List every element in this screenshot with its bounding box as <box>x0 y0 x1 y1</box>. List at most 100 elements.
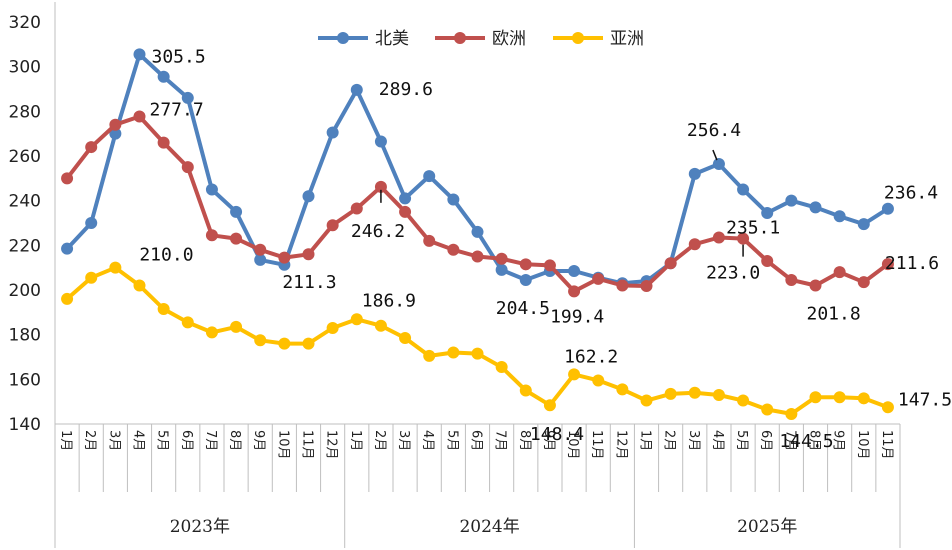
x-tick-label: 9月 <box>541 430 556 451</box>
data-point <box>688 238 701 251</box>
data-point <box>326 126 339 139</box>
data-point <box>302 190 315 203</box>
data-point <box>833 210 846 223</box>
y-tick-label: 180 <box>9 326 41 346</box>
x-tick-label: 8月 <box>227 430 242 451</box>
data-point <box>302 337 315 350</box>
data-point <box>109 127 122 140</box>
x-tick-label: 5月 <box>155 430 170 451</box>
leader-line <box>712 149 718 161</box>
data-point <box>157 136 170 149</box>
data-label: 199.4 <box>550 306 604 327</box>
data-point <box>133 110 146 123</box>
data-point <box>519 384 532 397</box>
data-point <box>881 401 894 414</box>
x-tick-label: 12月 <box>324 430 339 460</box>
data-label: 201.8 <box>807 304 861 325</box>
data-point <box>181 91 194 104</box>
legend-label: 欧洲 <box>492 29 526 49</box>
data-point <box>85 217 98 229</box>
data-point <box>737 394 750 407</box>
data-point <box>230 205 243 218</box>
data-point <box>471 250 484 263</box>
x-tick-label: 11月 <box>300 430 315 460</box>
series-line-2 <box>65 265 889 416</box>
x-tick-label: 6月 <box>179 430 194 451</box>
x-tick-label: 4月 <box>131 430 146 451</box>
data-point <box>133 48 146 61</box>
data-label: 246.2 <box>351 221 405 242</box>
x-tick-label: 7月 <box>493 430 508 451</box>
data-point <box>616 279 629 292</box>
data-point <box>664 387 677 400</box>
x-tick-label: 2月 <box>82 430 97 451</box>
x-tick-label: 1月 <box>58 430 73 451</box>
data-point <box>278 251 291 264</box>
data-label: 162.2 <box>564 346 618 367</box>
data-label: 277.7 <box>150 99 204 120</box>
data-point <box>857 218 870 231</box>
data-point <box>881 258 894 271</box>
data-point <box>809 201 822 214</box>
x-tick-label: 11月 <box>879 430 894 460</box>
data-point <box>61 292 74 305</box>
data-point <box>350 202 363 215</box>
data-point <box>230 320 243 333</box>
data-point <box>85 141 98 154</box>
data-point <box>399 192 412 205</box>
data-point <box>688 386 701 399</box>
data-point <box>833 266 846 279</box>
data-point <box>495 263 508 276</box>
data-point <box>423 234 436 247</box>
data-point <box>374 135 387 148</box>
y-tick-label: 320 <box>9 13 41 33</box>
data-point <box>181 161 194 174</box>
year-label: 2024年 <box>459 517 519 537</box>
data-point <box>809 279 822 292</box>
x-tick-label: 5月 <box>444 430 459 451</box>
legend: 北美 欧洲 亚洲 <box>318 29 644 49</box>
data-label: 211.3 <box>282 272 336 293</box>
data-label: 305.5 <box>152 46 206 67</box>
data-point <box>254 253 267 266</box>
x-tick-label: 7月 <box>782 430 797 451</box>
data-point <box>857 276 870 289</box>
data-label: 204.5 <box>496 298 550 319</box>
series-layer <box>61 48 894 420</box>
data-point <box>447 243 460 256</box>
x-tick-label: 10月 <box>565 430 580 460</box>
data-point <box>374 180 387 193</box>
data-point <box>205 229 218 242</box>
data-point <box>616 383 629 396</box>
legend-marker <box>337 32 349 44</box>
data-point <box>254 243 267 256</box>
data-labels: 305.5 211.3 289.6 204.5 256.4 236.4 277.7 246.2… <box>139 46 952 452</box>
data-point <box>109 118 122 131</box>
data-label: 235.1 <box>726 218 780 239</box>
data-label: 148.4 <box>530 424 584 445</box>
data-point <box>423 349 436 362</box>
data-point <box>447 193 460 206</box>
data-point <box>761 206 774 219</box>
data-label: 147.5 <box>898 389 952 410</box>
x-tick-label: 10月 <box>275 430 290 460</box>
data-point <box>302 248 315 261</box>
data-point <box>543 259 556 272</box>
legend-marker <box>454 32 466 44</box>
data-point <box>157 302 170 315</box>
data-point <box>712 388 725 401</box>
data-point <box>592 374 605 387</box>
x-tick-label: 3月 <box>396 430 411 451</box>
data-point <box>712 231 725 244</box>
x-tick-label: 11月 <box>589 430 604 460</box>
data-point <box>761 254 774 267</box>
x-tick-label: 3月 <box>106 430 121 451</box>
x-tick-label: 8月 <box>517 430 532 451</box>
data-point <box>495 361 508 374</box>
x-tick-label: 4月 <box>420 430 435 451</box>
x-tick-label: 12月 <box>613 430 628 460</box>
x-tick-label: 5月 <box>734 430 749 451</box>
data-point <box>568 285 581 298</box>
x-tick-label: 2月 <box>372 430 387 451</box>
y-tick-label: 220 <box>9 236 41 256</box>
